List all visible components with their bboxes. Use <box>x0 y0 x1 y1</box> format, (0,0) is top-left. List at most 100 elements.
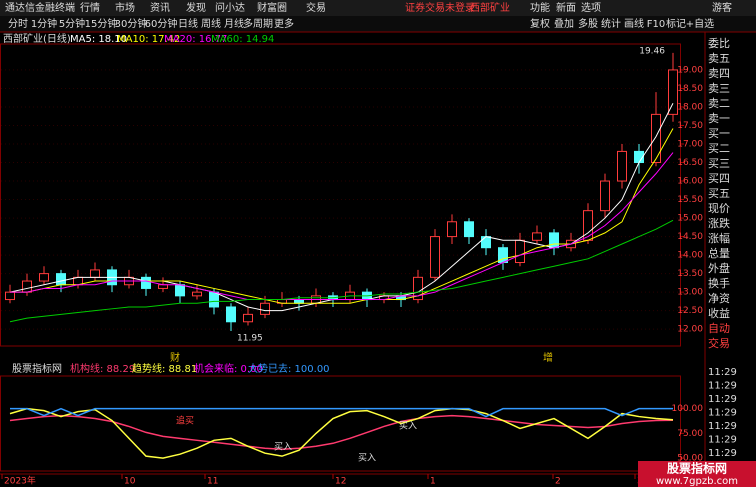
period-button[interactable]: 60分钟 <box>145 17 178 30</box>
y-tick-label: 50.00 <box>677 454 703 464</box>
quote-label: 总量 <box>708 246 730 260</box>
trade-time: 11:29 <box>708 367 737 378</box>
tool-button[interactable]: F10 <box>647 19 665 30</box>
menu-item[interactable]: 交易 <box>306 1 326 14</box>
legend-entry: 大势已去: 100.00 <box>248 362 330 375</box>
legend-entry: MA10: 17.42 <box>117 34 180 45</box>
trade-time: 11:29 <box>708 394 737 405</box>
y-tick-label: 17.00 <box>677 140 703 150</box>
ma-line <box>10 152 674 301</box>
signal-label: 买入 <box>399 421 417 432</box>
y-tick-label: 16.50 <box>677 158 703 168</box>
y-tick-label: 13.00 <box>677 288 703 298</box>
candle-body <box>243 313 253 323</box>
menu-item[interactable]: 市场 <box>115 1 135 14</box>
quote-label: 净资 <box>708 291 730 305</box>
tool-button[interactable]: 复权 <box>530 17 550 30</box>
y-tick-label: 14.50 <box>677 232 703 242</box>
quote-label: 卖二 <box>708 97 730 110</box>
x-tick-label: 11 <box>207 477 218 487</box>
legend-entry: MA5: 18.10 <box>70 34 127 45</box>
event-marker[interactable]: 财 <box>170 351 180 364</box>
min-label: 11.95 <box>237 334 263 344</box>
quote-label: 卖三 <box>708 82 730 95</box>
signal-label: 买入 <box>358 453 376 464</box>
watermark-title: 股票指标网 <box>667 461 727 476</box>
candle-body <box>600 180 610 212</box>
x-tick-label: 1 <box>430 477 436 487</box>
quote-label: 买四 <box>708 172 730 185</box>
candle-body <box>464 221 474 238</box>
legend-entry: 趋势线: 88.81 <box>132 362 197 375</box>
candle-body <box>226 306 236 323</box>
menu-item[interactable]: 资讯 <box>150 2 170 14</box>
period-button[interactable]: 15分钟 <box>85 17 118 30</box>
indicator-line <box>10 407 673 418</box>
quote-label: 委比 <box>708 37 730 50</box>
menu-right[interactable]: 游客 <box>712 1 732 14</box>
candle-body <box>90 269 100 278</box>
event-marker[interactable]: 增 <box>543 351 553 364</box>
candle-body <box>158 284 168 289</box>
candle-body <box>668 69 678 115</box>
candle-body <box>583 210 593 241</box>
menu-item[interactable]: 财富圈 <box>257 1 287 14</box>
period-button[interactable]: 周线 <box>201 17 221 30</box>
quote-label: 自动 <box>708 322 730 335</box>
tool-button[interactable]: 画线 <box>624 17 644 30</box>
quote-label: 卖四 <box>708 67 730 80</box>
tool-button[interactable]: 叠加 <box>554 18 574 30</box>
period-button[interactable]: 分时 <box>8 18 28 30</box>
y-tick-label: 14.00 <box>677 251 703 261</box>
tool-button[interactable]: 标记 <box>666 18 686 30</box>
tool-button[interactable]: 统计 <box>601 17 621 30</box>
tool-button[interactable]: 多股 <box>578 17 598 30</box>
menu-item[interactable]: 发现 <box>186 1 206 14</box>
candle-body <box>39 273 49 282</box>
candle-body <box>430 236 440 278</box>
login-status[interactable]: 西部矿业 <box>470 1 510 14</box>
y-tick-label: 17.50 <box>677 121 703 131</box>
candle-body <box>515 239 525 264</box>
y-tick-label: 12.00 <box>677 325 703 335</box>
y-tick-label: 18.50 <box>677 84 703 94</box>
legend-entry: 机构线: 88.29 <box>70 362 135 375</box>
toolbar <box>0 16 756 32</box>
candle-body <box>56 273 66 286</box>
menu-right[interactable]: 功能 <box>530 1 550 14</box>
period-button[interactable]: 更多 <box>274 17 294 30</box>
quote-label: 外盘 <box>708 261 730 275</box>
candle-body <box>192 291 202 297</box>
candle-body <box>413 276 423 301</box>
quote-label: 买三 <box>708 157 730 170</box>
x-tick-label: 10 <box>124 477 136 487</box>
login-status[interactable]: 证券交易未登录 <box>405 1 475 14</box>
trade-time: 11:29 <box>708 408 737 419</box>
period-button[interactable]: 日线 <box>178 17 198 30</box>
period-button[interactable]: 月线 <box>224 17 244 30</box>
menu-right[interactable]: 选项 <box>581 1 601 14</box>
period-button[interactable]: 多周期 <box>243 17 273 30</box>
quote-label: 买二 <box>708 142 730 155</box>
menu-right[interactable]: 新面 <box>556 1 576 14</box>
ma-line <box>9 219 674 323</box>
signal-label: 买入 <box>274 442 292 453</box>
quote-label: 交易 <box>708 336 730 350</box>
chart-title: 西部矿业(日线) <box>3 32 71 45</box>
period-button[interactable]: 5分钟 <box>59 17 85 30</box>
quote-label: 涨跌 <box>708 216 730 230</box>
trade-time: 11:29 <box>708 448 737 459</box>
candle-body <box>294 299 304 304</box>
y-tick-label: 12.50 <box>677 306 703 316</box>
y-tick-label: 15.00 <box>677 214 703 224</box>
period-button[interactable]: 30分钟 <box>115 17 148 30</box>
x-tick-label: 2 <box>555 477 561 487</box>
tool-button[interactable]: +自选 <box>686 17 714 30</box>
y-tick-label: 100.00 <box>672 404 704 414</box>
menu-item[interactable]: 行情 <box>80 1 100 14</box>
period-button[interactable]: 1分钟 <box>31 17 57 30</box>
menu-item[interactable]: 问小达 <box>215 1 245 14</box>
quote-label: 收益 <box>708 306 730 320</box>
y-tick-label: 19.00 <box>677 65 703 75</box>
candle-body <box>549 232 559 249</box>
